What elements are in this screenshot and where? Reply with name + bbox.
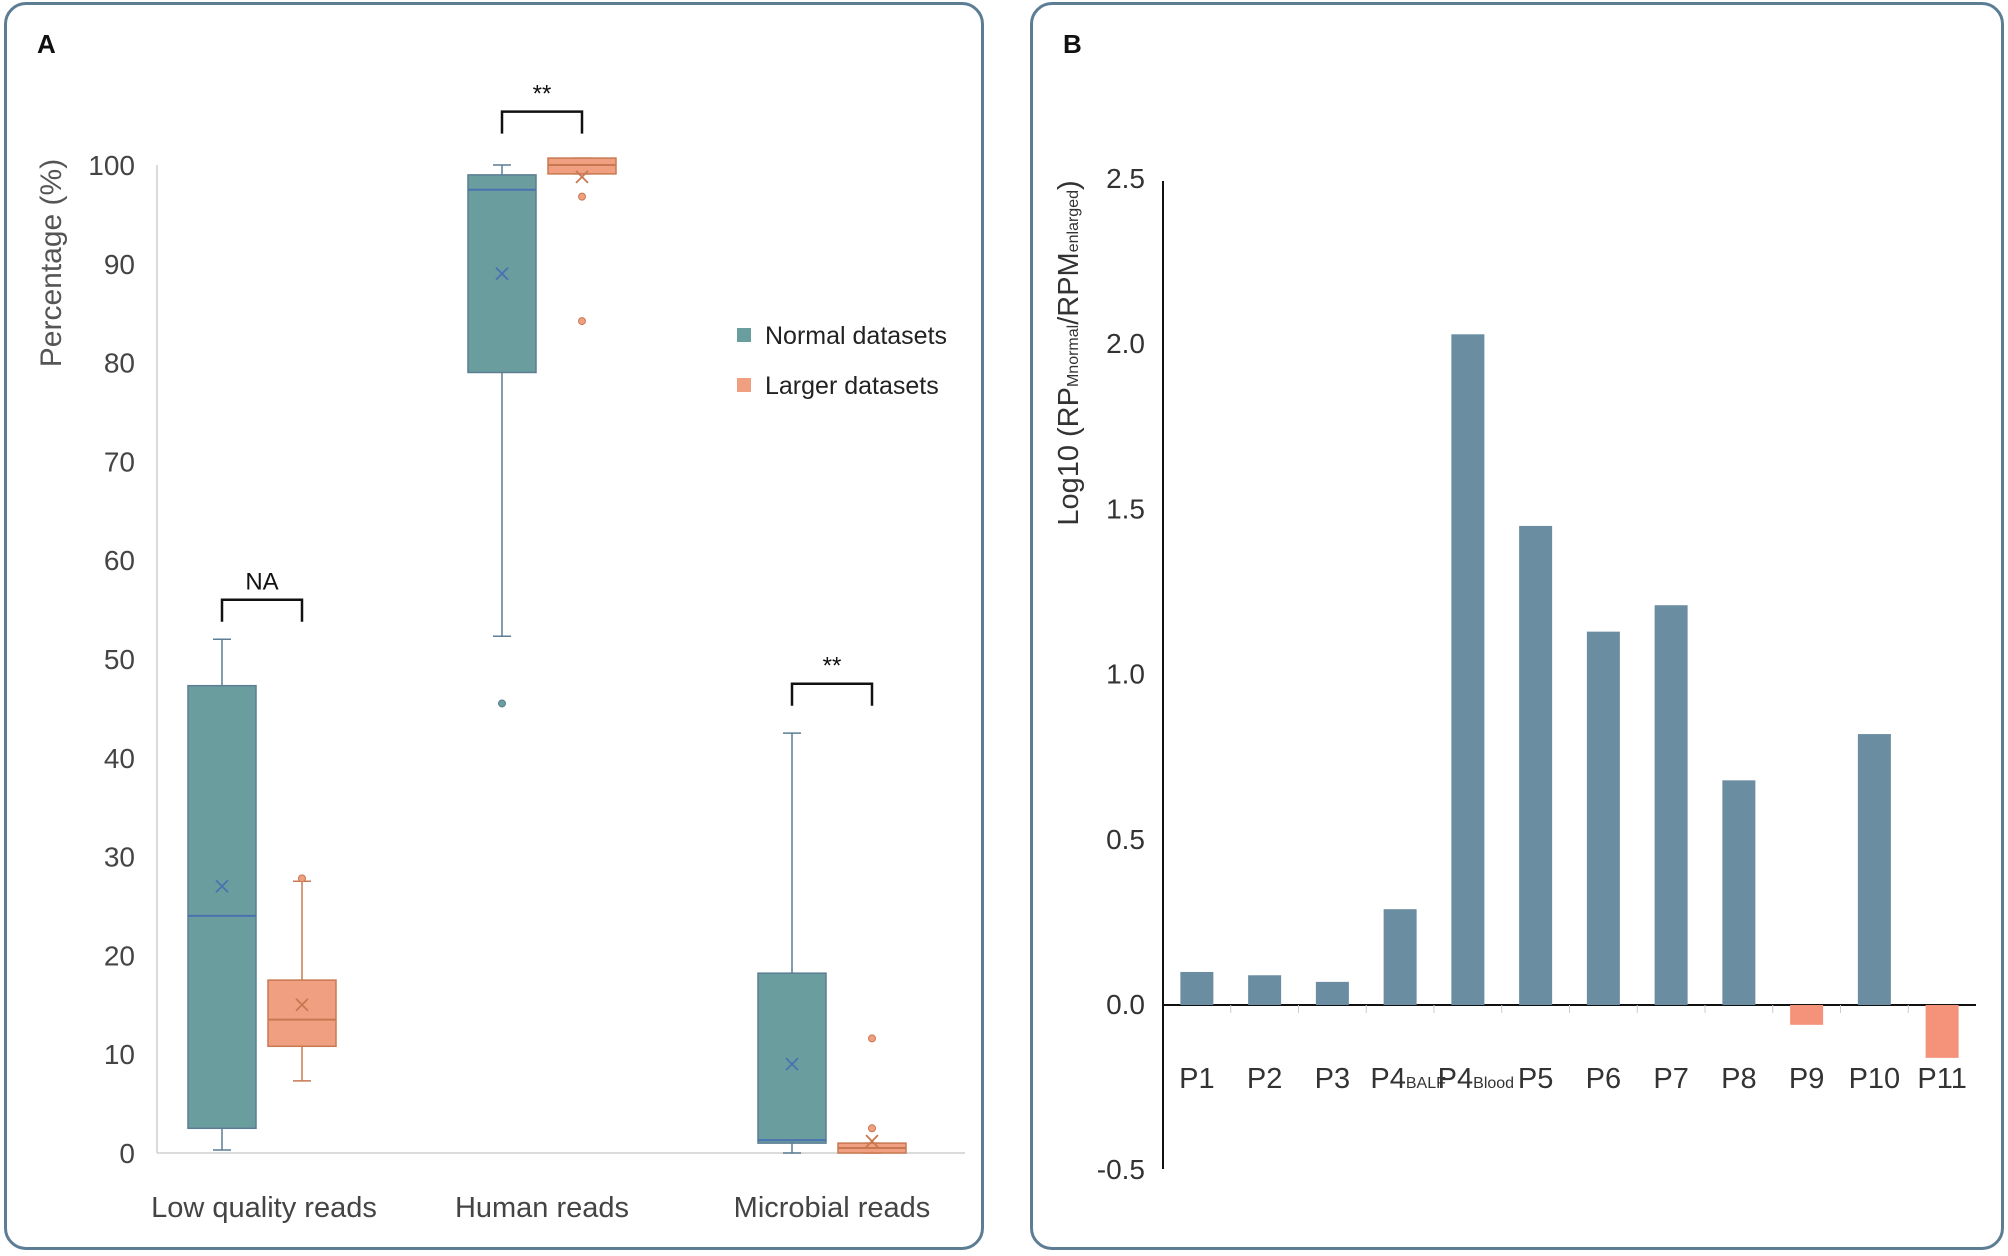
- y-tick-label: 1.0: [1106, 659, 1145, 690]
- bar: [1586, 631, 1620, 1005]
- y-tick-label: 0.5: [1106, 824, 1145, 855]
- y-tick-label: -0.5: [1097, 1154, 1145, 1185]
- x-tick-label: Human reads: [455, 1192, 629, 1224]
- box-mean-marker: [495, 267, 509, 281]
- y-tick-label: 30: [104, 842, 135, 873]
- y-tick-label: 0: [119, 1138, 135, 1169]
- box-iqr: [187, 684, 257, 1130]
- x-tick-label: P3: [1315, 1063, 1350, 1095]
- panel-a: A 0 10 20 30 40 50 60 70 80 90 100 Percentage (%) Lo…: [4, 2, 984, 1250]
- legend-label: Normal datasets: [765, 322, 947, 350]
- x-tick-label: P6: [1586, 1063, 1621, 1095]
- y-axis-label: Percentage (%): [35, 159, 68, 367]
- outlier-point: [578, 317, 586, 326]
- significance-label: **: [823, 653, 842, 680]
- bar: [1315, 981, 1349, 1005]
- x-tick-label: Low quality reads: [151, 1192, 377, 1224]
- y-tick-label: 2.5: [1106, 163, 1145, 194]
- legend-swatch: [737, 328, 751, 342]
- bar-chart: -0.5 0.0 0.5 1.0 1.5 2.0 2.5 Log10 (RPMnormal/R…: [1053, 163, 1976, 1185]
- box-mean-marker: [575, 170, 589, 184]
- y-tick-label: 70: [104, 446, 135, 477]
- x-tick-label: P7: [1653, 1063, 1688, 1095]
- x-tick-label: P4BALF: [1370, 1063, 1446, 1095]
- panel-a-label: A: [37, 29, 56, 59]
- bar: [1383, 909, 1417, 1005]
- y-tick-label: 2.0: [1106, 328, 1145, 359]
- legend-label: Larger datasets: [765, 372, 939, 400]
- panel-b: B -0.5 0.0 0.5 1.0 1.5 2.0 2.5 Log10 (RPMnormal…: [1030, 2, 2004, 1250]
- y-tick-label: 100: [88, 150, 135, 181]
- outlier-point: [868, 1034, 876, 1043]
- bar: [1654, 605, 1688, 1005]
- y-tick-label: 20: [104, 940, 135, 971]
- x-tick-label: P11: [1917, 1063, 1966, 1095]
- y-tick-label: 10: [104, 1039, 135, 1070]
- y-tick-label: 50: [104, 644, 135, 675]
- bar: [1722, 780, 1756, 1005]
- y-tick-label: 80: [104, 348, 135, 379]
- box-mean-marker: [865, 1134, 879, 1148]
- bar: [1451, 334, 1485, 1006]
- bar: [1519, 525, 1553, 1005]
- significance-bracket: [790, 682, 874, 706]
- box-mean-marker: [215, 879, 229, 893]
- box-iqr: [267, 979, 337, 1048]
- bar: [1790, 1005, 1824, 1025]
- x-tick-label: P9: [1789, 1063, 1824, 1095]
- outlier-point: [298, 874, 306, 883]
- significance-bracket: [220, 598, 304, 622]
- box-mean-marker: [785, 1057, 799, 1071]
- x-tick-label: P2: [1247, 1063, 1282, 1095]
- legend-swatch: [737, 378, 751, 392]
- significance-label: NA: [245, 569, 278, 596]
- significance-bracket: [500, 110, 584, 134]
- significance-label: **: [533, 81, 552, 108]
- panel-b-label: B: [1063, 29, 1082, 59]
- x-tick-label: P5: [1518, 1063, 1553, 1095]
- bar: [1248, 975, 1282, 1005]
- x-tick-label: P4Blood: [1438, 1063, 1514, 1095]
- x-tick-label: P8: [1721, 1063, 1756, 1095]
- box-plot-chart: 0 10 20 30 40 50 60 70 80 90 100 Percentage (%) Low …: [35, 81, 965, 1224]
- box-mean-marker: [295, 998, 309, 1012]
- y-tick-label: 40: [104, 743, 135, 774]
- bar: [1857, 734, 1891, 1005]
- y-tick-label: 0.0: [1106, 989, 1145, 1020]
- x-tick-label: P10: [1849, 1063, 1901, 1095]
- x-tick-label: Microbial reads: [734, 1192, 931, 1224]
- outlier-point: [868, 1124, 876, 1133]
- bar: [1180, 971, 1214, 1005]
- y-axis-label: Log10 (RPMnormal/RPMenlarged): [1053, 180, 1085, 525]
- box-iqr: [757, 972, 827, 1144]
- x-tick-label: P1: [1179, 1063, 1214, 1095]
- outlier-point: [578, 192, 586, 201]
- outlier-point: [498, 699, 506, 708]
- y-tick-label: 1.5: [1106, 493, 1145, 524]
- y-tick-label: 90: [104, 249, 135, 280]
- y-tick-label: 60: [104, 545, 135, 576]
- bar: [1925, 1005, 1959, 1058]
